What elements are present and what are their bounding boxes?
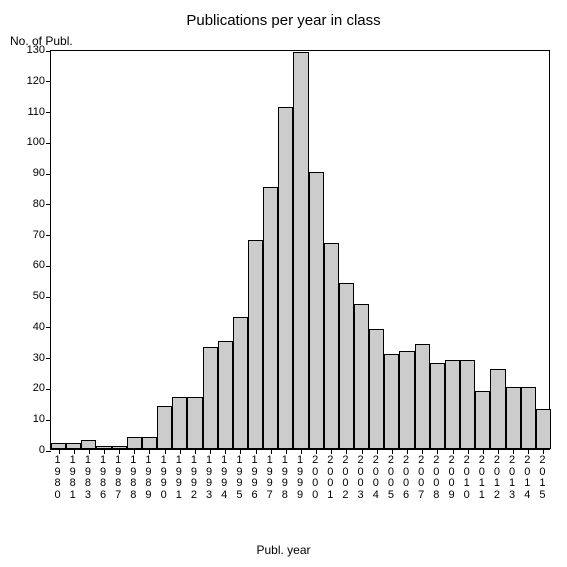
x-tick-label: 1993 (202, 455, 216, 501)
bar (218, 341, 233, 449)
bar (263, 187, 278, 449)
bar (445, 360, 460, 449)
bar (415, 344, 430, 449)
x-tick-label: 1989 (141, 455, 155, 501)
x-tick-label: 2008 (429, 455, 443, 501)
y-tick (46, 327, 51, 328)
x-tick-label: 2004 (369, 455, 383, 501)
x-tick-label: 2012 (490, 455, 504, 501)
x-tick-label: 1981 (66, 455, 80, 501)
bar (490, 369, 505, 449)
y-tick-label: 70 (33, 229, 45, 241)
y-tick (46, 204, 51, 205)
x-tick-label: 2014 (520, 455, 534, 501)
chart-container: Publications per year in class No. of Pu… (0, 0, 567, 567)
x-tick-label: 2001 (323, 455, 337, 501)
x-axis-label: Publ. year (0, 543, 567, 557)
y-tick-label: 110 (27, 106, 45, 118)
bar (384, 354, 399, 449)
x-tick-label: 1991 (172, 455, 186, 501)
x-tick-label: 2002 (338, 455, 352, 501)
bar (506, 387, 521, 449)
y-tick-label: 120 (27, 75, 45, 87)
chart-title: Publications per year in class (0, 12, 567, 29)
y-tick (46, 112, 51, 113)
x-tick-label: 2006 (399, 455, 413, 501)
bar (157, 406, 172, 449)
bar (354, 304, 369, 449)
bar (127, 437, 142, 449)
x-tick-label: 2000 (308, 455, 322, 501)
y-tick-label: 20 (33, 382, 45, 394)
bar (293, 52, 308, 449)
y-tick-label: 10 (33, 413, 45, 425)
y-tick (46, 81, 51, 82)
bar (187, 397, 202, 449)
bar (324, 243, 339, 449)
x-tick-label: 2009 (445, 455, 459, 501)
bar (399, 351, 414, 449)
x-tick-label: 1999 (293, 455, 307, 501)
bar (460, 360, 475, 449)
bar (248, 240, 263, 449)
y-tick (46, 451, 51, 452)
bar (536, 409, 551, 449)
x-tick-label: 1997 (263, 455, 277, 501)
y-tick (46, 389, 51, 390)
x-tick-label: 2015 (535, 455, 549, 501)
y-tick-label: 40 (33, 321, 45, 333)
y-tick (46, 143, 51, 144)
x-tick-label: 2013 (505, 455, 519, 501)
bar (309, 172, 324, 449)
bar (81, 440, 96, 449)
x-tick-label: 1995 (232, 455, 246, 501)
bar (339, 283, 354, 449)
bar (521, 387, 536, 449)
x-tick-label: 1996 (248, 455, 262, 501)
y-tick (46, 51, 51, 52)
bar (475, 391, 490, 449)
x-tick-label: 2003 (354, 455, 368, 501)
y-tick-label: 0 (39, 444, 45, 456)
x-tick-label: 1998 (278, 455, 292, 501)
plot-area (50, 50, 550, 450)
x-tick-label: 1992 (187, 455, 201, 501)
bar (278, 107, 293, 449)
x-tick-label: 2005 (384, 455, 398, 501)
y-tick (46, 235, 51, 236)
y-tick (46, 266, 51, 267)
x-tick-label: 1980 (51, 455, 65, 501)
x-tick-label: 2010 (460, 455, 474, 501)
y-tick-label: 100 (27, 136, 45, 148)
x-tick-label: 1994 (217, 455, 231, 501)
y-tick (46, 174, 51, 175)
bar (172, 397, 187, 449)
y-tick-label: 130 (27, 44, 45, 56)
y-tick-label: 80 (33, 198, 45, 210)
y-tick-label: 50 (33, 290, 45, 302)
bar (233, 317, 248, 449)
x-tick-label: 1990 (157, 455, 171, 501)
x-tick-label: 2007 (414, 455, 428, 501)
y-tick-label: 60 (33, 259, 45, 271)
y-tick (46, 420, 51, 421)
x-tick-label: 2011 (475, 455, 489, 501)
x-tick-label: 1986 (96, 455, 110, 501)
bar (203, 347, 218, 449)
x-tick-label: 1988 (126, 455, 140, 501)
y-tick-label: 90 (33, 167, 45, 179)
bar (430, 363, 445, 449)
x-tick-label: 1983 (81, 455, 95, 501)
x-tick-label: 1987 (111, 455, 125, 501)
y-tick (46, 358, 51, 359)
y-tick (46, 297, 51, 298)
bar (369, 329, 384, 449)
bar (142, 437, 157, 449)
y-tick-label: 30 (33, 352, 45, 364)
